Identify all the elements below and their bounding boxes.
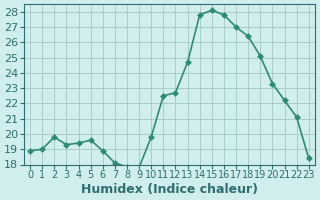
X-axis label: Humidex (Indice chaleur): Humidex (Indice chaleur) xyxy=(81,183,258,196)
